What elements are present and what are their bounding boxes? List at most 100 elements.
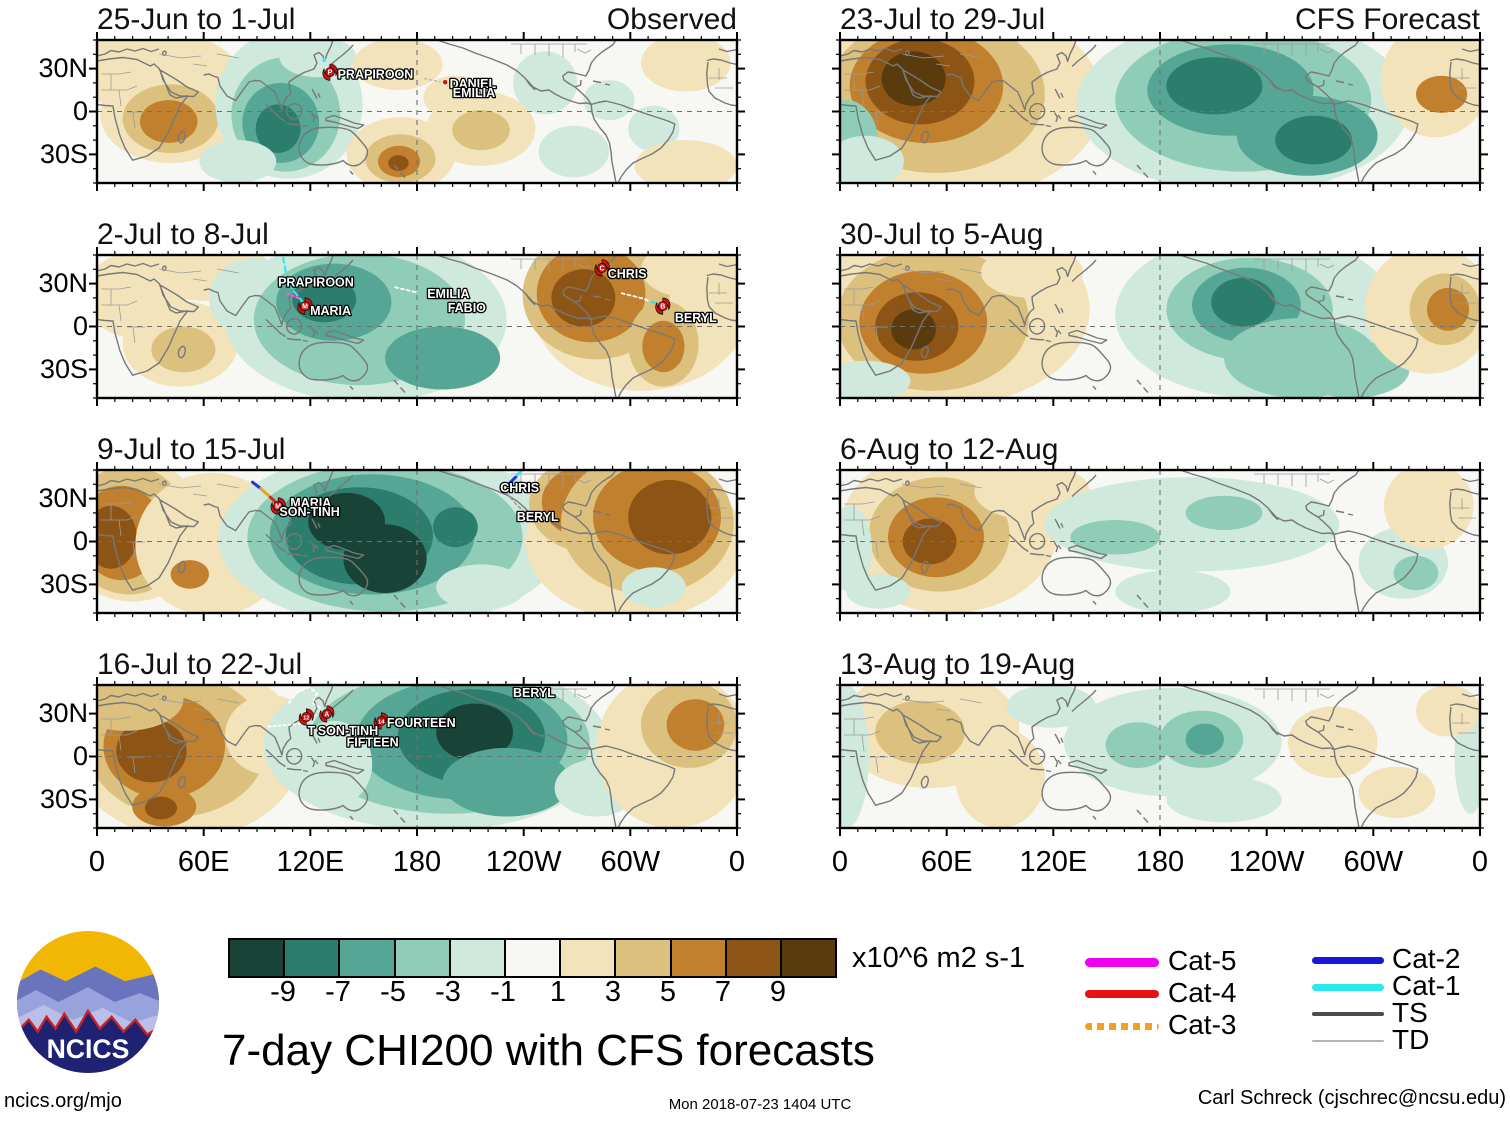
colorbar-unit-label: x10^6 m2 s-1 [852,942,1026,974]
storm-track [505,492,528,516]
anomaly-blob [292,276,357,323]
anomaly-blob [1185,495,1263,531]
ncics-logo: NCICS [16,930,160,1074]
anomaly-blob [1384,470,1474,549]
anomaly-blob [1426,287,1470,331]
anomaly-blob [199,140,277,183]
anomaly-blob [433,507,478,548]
panel-title-row: 6-Aug to 12-Aug [840,433,1480,467]
storm-track [288,686,322,710]
legend-label-cat-3: Cat-3 [1168,1009,1237,1040]
x-axis-label: 180 [392,846,442,878]
legend-label-cat-4: Cat-4 [1168,977,1237,1008]
map-canvas [832,247,1488,406]
svg-text:14: 14 [378,719,385,725]
x-axis-label: 60E [920,846,973,878]
panel-title: 2-Jul to 8-Jul [97,218,269,251]
svg-text:M: M [275,503,281,510]
storm-label: PRAPIROON [278,276,354,290]
colorbar-segment [395,940,451,976]
anomaly-blob [442,747,571,817]
y-axis-label: 30S [39,139,88,169]
storm-dot [322,58,327,62]
colorbar-tick-label: 3 [604,976,622,1008]
y-axis-label: 0 [72,311,88,341]
map-canvas [832,462,1488,621]
y-axis-label: 30S [39,354,88,384]
storm-symbol: B [655,297,671,315]
colorbar [228,938,837,978]
panel-title-row: 2-Jul to 8-Jul [97,218,737,252]
x-axis-label: 120E [1019,846,1088,878]
anomaly-blob [388,155,409,171]
legend-line-cat-2 [1312,956,1384,964]
x-axis-label: 120W [1228,846,1305,878]
logo-ridge-line [16,1008,160,1037]
anomaly-blob [1211,277,1276,327]
timestamp: Mon 2018-07-23 1404 UTC [668,1096,852,1113]
anomaly-blob [1115,570,1231,613]
panel-title-row: 13-Aug to 19-Aug [840,648,1480,682]
storm-label: MARIA [310,304,351,318]
colorbar-tick-label: -5 [380,976,406,1008]
anomaly-blob [170,560,209,589]
colorbar-tick-label: 1 [549,976,567,1008]
x-axis-label: 60W [1343,846,1404,878]
storm-track [268,495,278,504]
storm-track [650,300,661,306]
storm-symbol: P [322,63,338,81]
storm-symbol: M [297,297,313,315]
svg-text:B: B [660,304,665,311]
colorbar-tick-label: -3 [435,976,461,1008]
anomaly-blob [436,703,513,761]
storm-symbol: 14 [373,712,389,730]
y-axis-label: 30S [39,784,88,814]
svg-text:P: P [328,70,333,77]
country-borders [844,473,1476,559]
storm-label: PRAPIROON [338,68,414,82]
logo-text: NCICS [47,1034,130,1064]
anomaly-blob [1294,340,1410,398]
y-axis-label: 30S [39,569,88,599]
country-borders [101,43,733,129]
anomaly-blob [139,100,198,143]
panel-title: 30-Jul to 5-Aug [840,218,1044,251]
storm-label: MARIA [290,496,331,510]
svg-text:12: 12 [303,715,309,721]
y-axis-label: 0 [72,96,88,126]
storm-label: CHRIS [608,267,647,281]
x-axis-label: 0 [88,846,106,878]
x-axis-label: 60E [177,846,230,878]
storm-label: EMILIA [427,287,469,301]
storm-track [423,77,441,83]
anomaly-blob [295,720,373,807]
colorbar-segment [285,940,341,976]
y-axis-label: 30N [38,268,88,298]
storm-track [259,487,272,499]
coastline [840,40,1480,183]
coastline [840,470,1480,613]
anomaly-blob [875,700,965,764]
storm-label: FIFTEEN [347,736,399,750]
legend-label-td: TD [1392,1024,1430,1055]
colorbar-tick-label: 7 [714,976,732,1008]
anomaly-blob [385,326,501,390]
storm-label: BERYL [513,686,555,700]
anomaly-blob [1185,723,1224,755]
coastline [97,685,737,828]
anomaly-blob [583,80,635,121]
logo-ridge [16,1010,160,1074]
anomaly-blob [1166,57,1263,115]
legend-label-cat-5: Cat-5 [1168,945,1237,976]
storm-track [620,292,653,303]
anomaly-blob [840,360,911,398]
panel-title: 16-Jul to 22-Jul [97,648,303,681]
legend-line-ts [1312,1012,1384,1016]
storm-dot [443,80,448,85]
coastline [97,255,737,398]
map-canvas [832,32,1488,191]
colorbar-tick-label: -9 [270,976,296,1008]
anomaly-blob [353,40,443,90]
storm-symbol: M [270,497,286,515]
